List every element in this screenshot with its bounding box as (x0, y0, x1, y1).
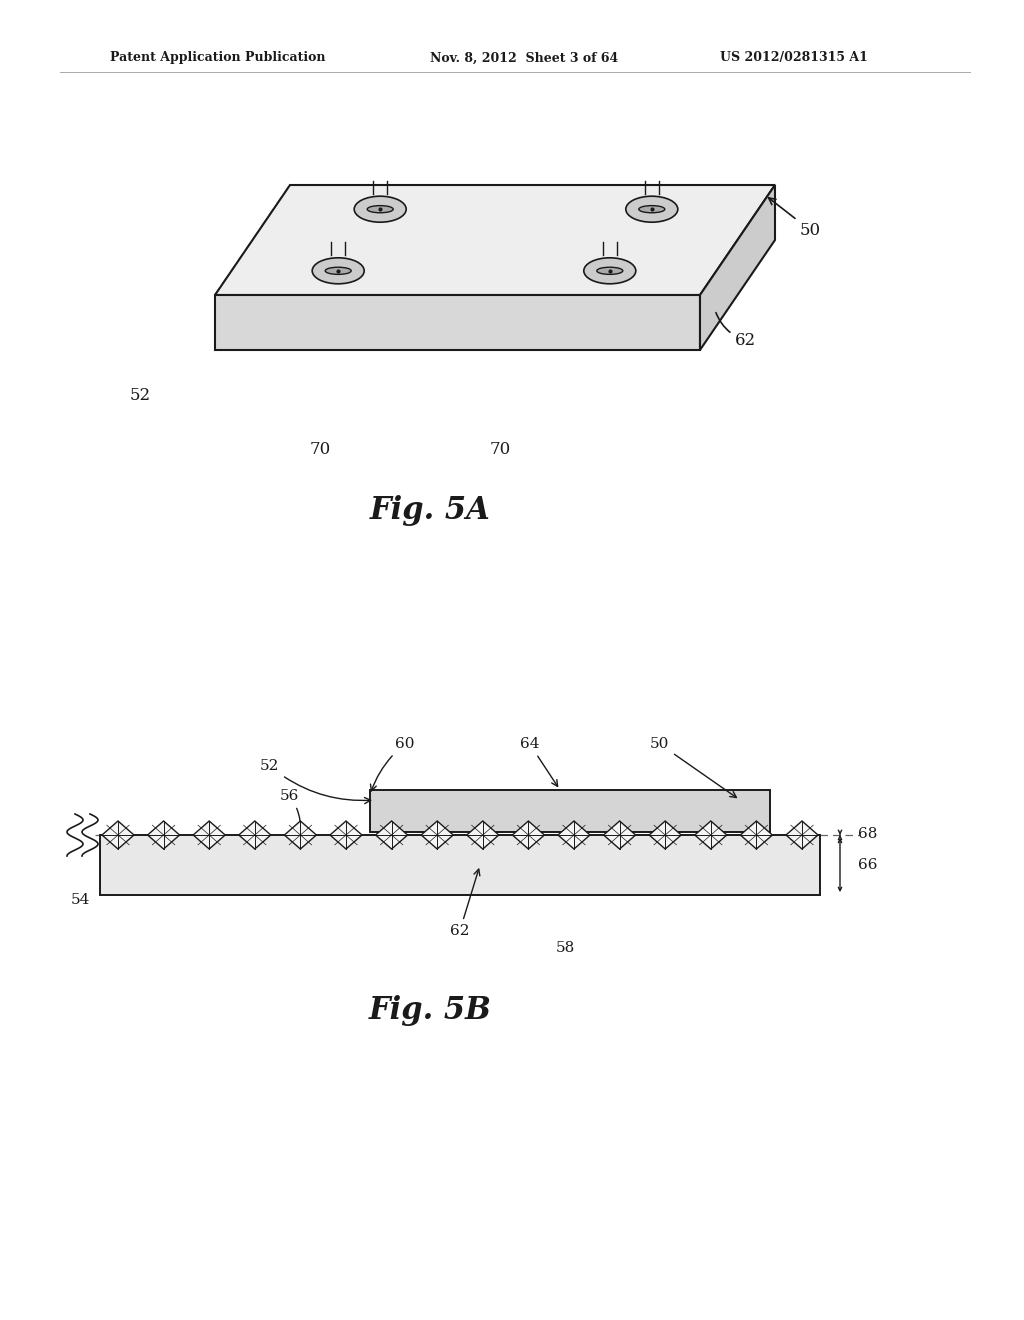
Polygon shape (467, 821, 499, 849)
Text: 70: 70 (309, 441, 331, 458)
Text: 62: 62 (716, 313, 756, 348)
Polygon shape (330, 821, 362, 849)
Polygon shape (285, 821, 316, 849)
Text: 66: 66 (858, 858, 878, 873)
Polygon shape (740, 821, 772, 849)
Text: 58: 58 (555, 941, 574, 954)
Text: 52: 52 (129, 387, 151, 404)
Polygon shape (695, 821, 727, 849)
Text: Patent Application Publication: Patent Application Publication (110, 51, 326, 65)
Text: 64: 64 (520, 737, 558, 787)
Text: Fig. 5B: Fig. 5B (369, 994, 492, 1026)
Ellipse shape (639, 206, 665, 213)
Ellipse shape (312, 257, 365, 284)
Polygon shape (215, 185, 775, 294)
Text: 50: 50 (769, 198, 821, 239)
Polygon shape (102, 821, 134, 849)
Polygon shape (603, 821, 636, 849)
Bar (100, 836, 820, 895)
Text: 60: 60 (371, 737, 415, 791)
Text: 68: 68 (858, 826, 878, 841)
Text: US 2012/0281315 A1: US 2012/0281315 A1 (720, 51, 868, 65)
Ellipse shape (326, 267, 351, 275)
Polygon shape (215, 294, 700, 350)
Bar (370, 789, 770, 832)
Polygon shape (239, 821, 270, 849)
Text: Fig. 5A: Fig. 5A (370, 495, 490, 525)
Text: 62: 62 (450, 869, 480, 939)
Polygon shape (512, 821, 545, 849)
Text: Nov. 8, 2012  Sheet 3 of 64: Nov. 8, 2012 Sheet 3 of 64 (430, 51, 618, 65)
Polygon shape (558, 821, 590, 849)
Polygon shape (376, 821, 408, 849)
Text: 56: 56 (280, 789, 304, 830)
Polygon shape (421, 821, 454, 849)
Polygon shape (786, 821, 818, 849)
Polygon shape (649, 821, 681, 849)
Text: 52: 52 (260, 759, 371, 804)
Text: 70: 70 (489, 441, 511, 458)
Polygon shape (194, 821, 225, 849)
Ellipse shape (597, 267, 623, 275)
Polygon shape (700, 185, 775, 350)
Polygon shape (147, 821, 179, 849)
Ellipse shape (626, 197, 678, 222)
Ellipse shape (354, 197, 407, 222)
Text: 50: 50 (650, 737, 736, 797)
Text: 54: 54 (71, 894, 90, 907)
Ellipse shape (584, 257, 636, 284)
Ellipse shape (368, 206, 393, 213)
